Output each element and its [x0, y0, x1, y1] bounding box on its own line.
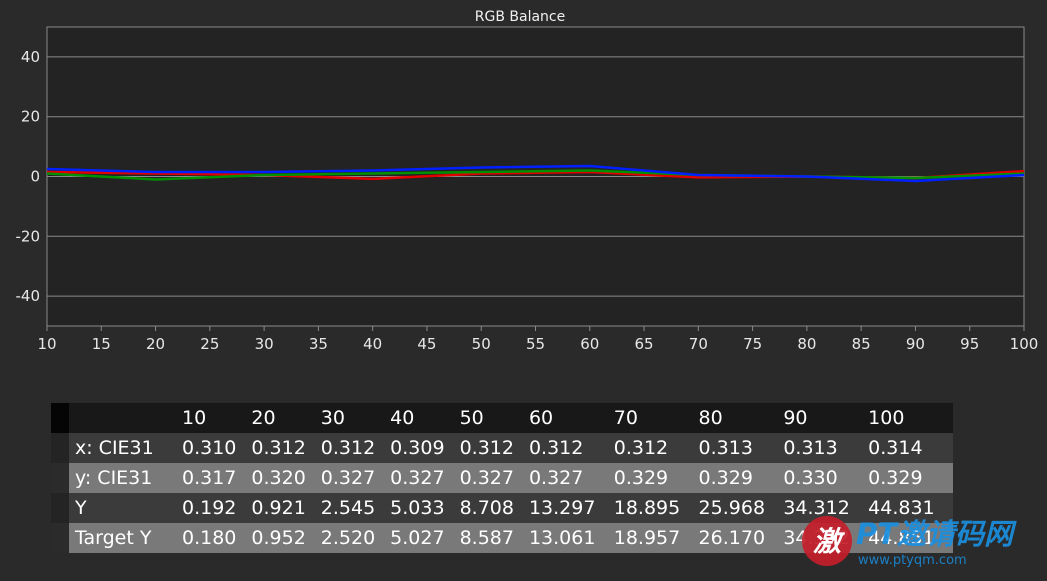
table-cell: 44.851 — [868, 527, 935, 549]
y-tick-label: 40 — [21, 48, 40, 66]
column-header: 30 — [320, 407, 345, 429]
y-tick-label: 20 — [21, 108, 40, 126]
table-cell: 34.312 — [783, 497, 850, 519]
table-cell: 26.170 — [698, 527, 766, 549]
table-cell: 0.327 — [459, 467, 514, 489]
table-cell: 0.312 — [459, 437, 514, 459]
table-cell: 0.952 — [251, 527, 306, 549]
chart-title: RGB Balance — [475, 9, 565, 25]
x-tick-label: 10 — [37, 335, 56, 353]
table-cell: 13.297 — [528, 497, 596, 519]
table-cell: 0.180 — [182, 527, 237, 549]
table-cell: 0.192 — [182, 497, 237, 519]
x-tick-label: 45 — [417, 335, 436, 353]
table-cell: 0.312 — [251, 437, 306, 459]
x-tick-label: 20 — [146, 335, 165, 353]
x-tick-label: 55 — [526, 335, 545, 353]
watermark-url: www.ptyqm.com — [858, 553, 967, 568]
table-cell: 0.312 — [528, 437, 584, 459]
table-cell: 34.372 — [783, 527, 850, 549]
row-gutter — [51, 493, 69, 523]
column-header: 70 — [613, 407, 638, 429]
x-tick-label: 40 — [363, 335, 382, 353]
x-tick-label: 50 — [472, 335, 491, 353]
x-tick-label: 15 — [92, 335, 111, 353]
table-cell: 0.329 — [613, 467, 669, 489]
table-cell: 0.329 — [698, 467, 753, 489]
x-tick-label: 70 — [689, 335, 708, 353]
row-gutter — [51, 463, 69, 493]
column-header: 10 — [182, 407, 207, 429]
table-cell: 0.312 — [320, 437, 376, 459]
x-axis-ticks: 10 15 20 25 30 35 40 45 50 55 60 65 70 75 80 85 90 95 100 — [37, 326, 1038, 353]
table-cell: 0.314 — [868, 437, 923, 459]
x-tick-label: 100 — [1010, 335, 1039, 353]
table-cell: 18.895 — [613, 497, 681, 519]
y-axis-ticks: 40 20 0 -20 -40 — [16, 48, 41, 305]
row-label: y: CIE31 — [75, 467, 153, 489]
table-row: x: CIE31 0.310 0.312 0.312 0.309 0.312 0… — [51, 433, 953, 463]
column-header: 90 — [783, 407, 808, 429]
table-corner — [69, 403, 182, 433]
column-header: 40 — [390, 407, 415, 429]
table-cell: 0.327 — [528, 467, 584, 489]
table-cell: 0.313 — [698, 437, 753, 459]
table-cell: 5.027 — [390, 527, 445, 549]
row-gutter — [51, 433, 69, 463]
table-cell: 2.545 — [320, 497, 376, 519]
row-label: x: CIE31 — [75, 437, 154, 459]
table-cell: 0.312 — [613, 437, 669, 459]
table-cell: 0.327 — [320, 467, 376, 489]
table-cell: 25.968 — [698, 497, 766, 519]
table-cell: 0.310 — [182, 437, 237, 459]
table-row: y: CIE31 0.317 0.320 0.327 0.327 0.327 0… — [51, 463, 953, 493]
row-label: Y — [75, 497, 87, 519]
table-gutter — [51, 403, 69, 433]
x-tick-label: 30 — [255, 335, 274, 353]
table-cell: 18.957 — [613, 527, 681, 549]
x-tick-label: 35 — [309, 335, 328, 353]
table-cell: 5.033 — [390, 497, 445, 519]
measurement-table: 10 20 30 40 50 60 70 80 90 100 x: CIE31 … — [51, 403, 953, 553]
row-label: Target Y — [75, 527, 152, 549]
y-tick-label: -40 — [16, 287, 41, 305]
x-tick-label: 25 — [200, 335, 219, 353]
column-header: 80 — [698, 407, 723, 429]
x-tick-label: 80 — [797, 335, 816, 353]
rgb-balance-chart: RGB Balance 40 20 0 -20 -40 10 15 20 25 30 35 40 45… — [16, 9, 1039, 353]
table-cell: 0.327 — [390, 467, 445, 489]
series-line-2 — [46, 164, 1025, 183]
series-lines — [46, 164, 1025, 183]
table-row: Target Y 0.180 0.952 2.520 5.027 8.587 1… — [51, 523, 953, 553]
column-header: 100 — [868, 407, 905, 429]
x-tick-label: 85 — [852, 335, 871, 353]
table-cell: 0.320 — [251, 467, 306, 489]
table-cell: 0.330 — [783, 467, 838, 489]
table-cell: 0.329 — [868, 467, 923, 489]
y-tick-label: 0 — [30, 168, 40, 186]
table-cell: 0.317 — [182, 467, 237, 489]
column-header: 20 — [251, 407, 276, 429]
table-cell: 13.061 — [528, 527, 596, 549]
column-header: 60 — [528, 407, 554, 429]
table-cell: 8.587 — [459, 527, 514, 549]
table-cell: 0.313 — [783, 437, 838, 459]
series-line-1 — [46, 169, 1025, 181]
table-cell: 44.831 — [868, 497, 935, 519]
table-header-row: 10 20 30 40 50 60 70 80 90 100 — [51, 403, 953, 433]
table-cell: 8.708 — [459, 497, 514, 519]
x-tick-label: 90 — [906, 335, 925, 353]
column-header: 50 — [459, 407, 484, 429]
x-tick-label: 75 — [743, 335, 762, 353]
row-gutter — [51, 523, 69, 553]
table-cell: 0.921 — [251, 497, 306, 519]
x-tick-label: 95 — [960, 335, 979, 353]
table-cell: 0.309 — [390, 437, 445, 459]
y-tick-label: -20 — [16, 227, 41, 245]
table-row: Y 0.192 0.921 2.545 5.033 8.708 13.297 1… — [51, 493, 953, 523]
x-tick-label: 65 — [635, 335, 654, 353]
x-tick-label: 60 — [580, 335, 599, 353]
table-cell: 2.520 — [320, 527, 376, 549]
